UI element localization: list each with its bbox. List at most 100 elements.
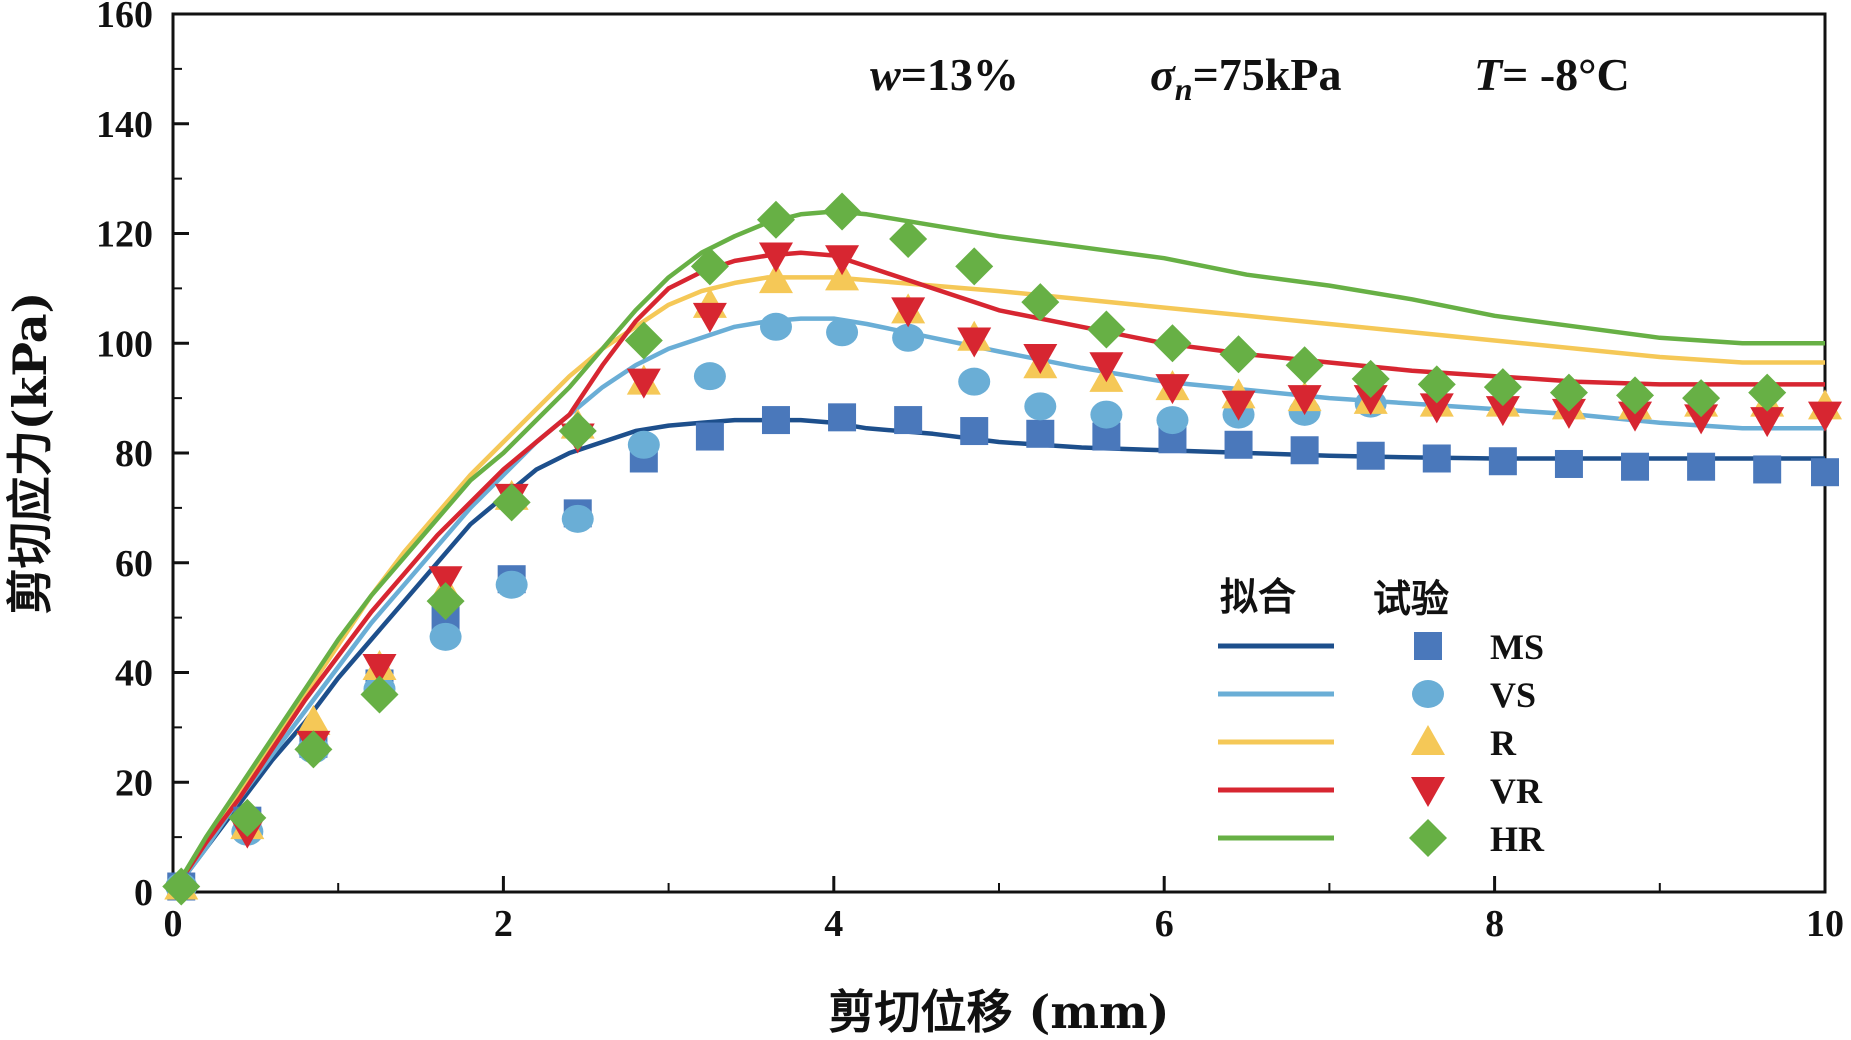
y-tick-label: 0 [134, 872, 153, 914]
test-point-hr [1748, 373, 1787, 412]
test-point-vs [561, 504, 594, 533]
test-point-ms [1488, 447, 1517, 476]
test-point-ms [695, 422, 724, 451]
x-tick-label: 10 [1806, 903, 1844, 945]
y-tick-label: 80 [115, 433, 153, 475]
test-point-vr [1485, 396, 1520, 427]
temperature-value: = -8°C [1502, 49, 1630, 100]
legend-marker-r [1411, 725, 1445, 755]
y-tick-label: 100 [96, 323, 153, 365]
test-point-vr [1221, 390, 1256, 421]
test-point-vs [958, 367, 991, 396]
test-point-hr [492, 483, 531, 522]
y-tick-label: 20 [115, 762, 153, 804]
x-tick-label: 8 [1485, 903, 1504, 945]
test-point-hr [426, 582, 465, 621]
test-point-r [825, 260, 860, 291]
test-point-vr [1419, 393, 1454, 424]
test-point-hr [360, 675, 399, 714]
legend-label-r: R [1490, 723, 1517, 763]
fit-line-ms [171, 417, 1825, 894]
x-tick-label: 4 [824, 903, 843, 945]
legend: 拟合 试验 MS VS R VR HR [1218, 575, 1545, 859]
legend-label-vr: VR [1490, 771, 1543, 811]
legend-fit-header: 拟合 [1220, 575, 1296, 619]
test-point-hr [1417, 365, 1456, 404]
test-point-vr [1023, 343, 1058, 374]
test-point-ms [1811, 458, 1839, 487]
water-content-value: =13% [901, 49, 1019, 100]
test-point-vs [627, 430, 660, 459]
x-axis-title: 剪切位移 (mm) [829, 985, 1170, 1039]
legend-label-hr: HR [1490, 819, 1545, 859]
test-point-ms [1224, 430, 1253, 459]
test-point-vr [626, 368, 661, 399]
fit-lines [171, 209, 1825, 894]
test-point-ms [1026, 419, 1055, 448]
test-point-hr [1087, 310, 1126, 349]
normal-stress-subscript: n [1175, 71, 1193, 107]
test-point-vr [1353, 385, 1388, 416]
test-point-vs [759, 312, 792, 341]
test-point-vr [428, 566, 463, 597]
test-point-ms [1554, 449, 1583, 478]
test-point-hr [690, 247, 729, 286]
test-point-ms [1687, 452, 1716, 481]
test-point-vs [826, 318, 859, 347]
test-point-hr [1682, 379, 1721, 418]
test-point-ms [894, 406, 923, 435]
test-point-hr [294, 730, 333, 769]
test-point-hr [558, 412, 597, 451]
test-point-vr [692, 302, 727, 333]
test-point-hr [955, 247, 994, 286]
x-tick-label: 2 [494, 903, 513, 945]
test-point-vr [1551, 398, 1586, 429]
y-tick-label: 160 [96, 0, 153, 36]
test-point-hr [889, 219, 928, 258]
y-tick-label: 120 [96, 214, 153, 256]
test-markers [162, 192, 1842, 906]
test-point-vs [429, 622, 462, 651]
y-tick-label: 60 [115, 543, 153, 585]
fit-line-hr [171, 209, 1825, 894]
test-point-ms [761, 406, 790, 435]
test-point-r [296, 704, 331, 735]
test-point-vr [957, 327, 992, 358]
normal-stress-symbol: σ [1150, 49, 1176, 100]
test-point-hr [162, 867, 201, 906]
test-point-hr [1021, 283, 1060, 322]
test-point-vr [891, 297, 926, 328]
test-point-ms [1290, 436, 1319, 465]
y-tick-label: 140 [96, 104, 153, 146]
test-point-hr [228, 798, 267, 837]
test-point-ms [1422, 444, 1451, 473]
test-point-vr [758, 242, 793, 273]
test-point-hr [823, 192, 862, 231]
test-point-hr [624, 321, 663, 360]
test-point-vr [362, 654, 397, 685]
legend-marker-hr [1409, 819, 1447, 857]
test-point-ms [1356, 441, 1385, 470]
test-point-vr [1808, 401, 1842, 432]
test-point-hr [1483, 368, 1522, 407]
test-point-hr [1351, 359, 1390, 398]
test-point-vs [892, 323, 925, 352]
x-tick-labels: 0 2 4 6 8 10 [164, 903, 1845, 945]
temperature-symbol: T [1474, 49, 1504, 100]
test-point-vr [1684, 404, 1719, 435]
legend-marker-vs [1412, 680, 1444, 708]
test-point-ms [1621, 452, 1650, 481]
test-point-r [758, 263, 793, 294]
test-point-vr [1155, 374, 1190, 405]
test-conditions: w=13% σn=75kPa T= -8°C [870, 49, 1630, 107]
test-point-hr [1219, 335, 1258, 374]
legend-marker-vr [1411, 777, 1445, 807]
normal-stress-value: =75kPa [1193, 49, 1342, 100]
test-point-vr [1750, 407, 1785, 438]
test-point-vr [1618, 401, 1653, 432]
test-point-ms [828, 403, 857, 432]
test-point-vs [1024, 392, 1057, 421]
y-axis-title: 剪切应力(kPa) [3, 292, 57, 615]
legend-marker-ms [1414, 632, 1442, 660]
